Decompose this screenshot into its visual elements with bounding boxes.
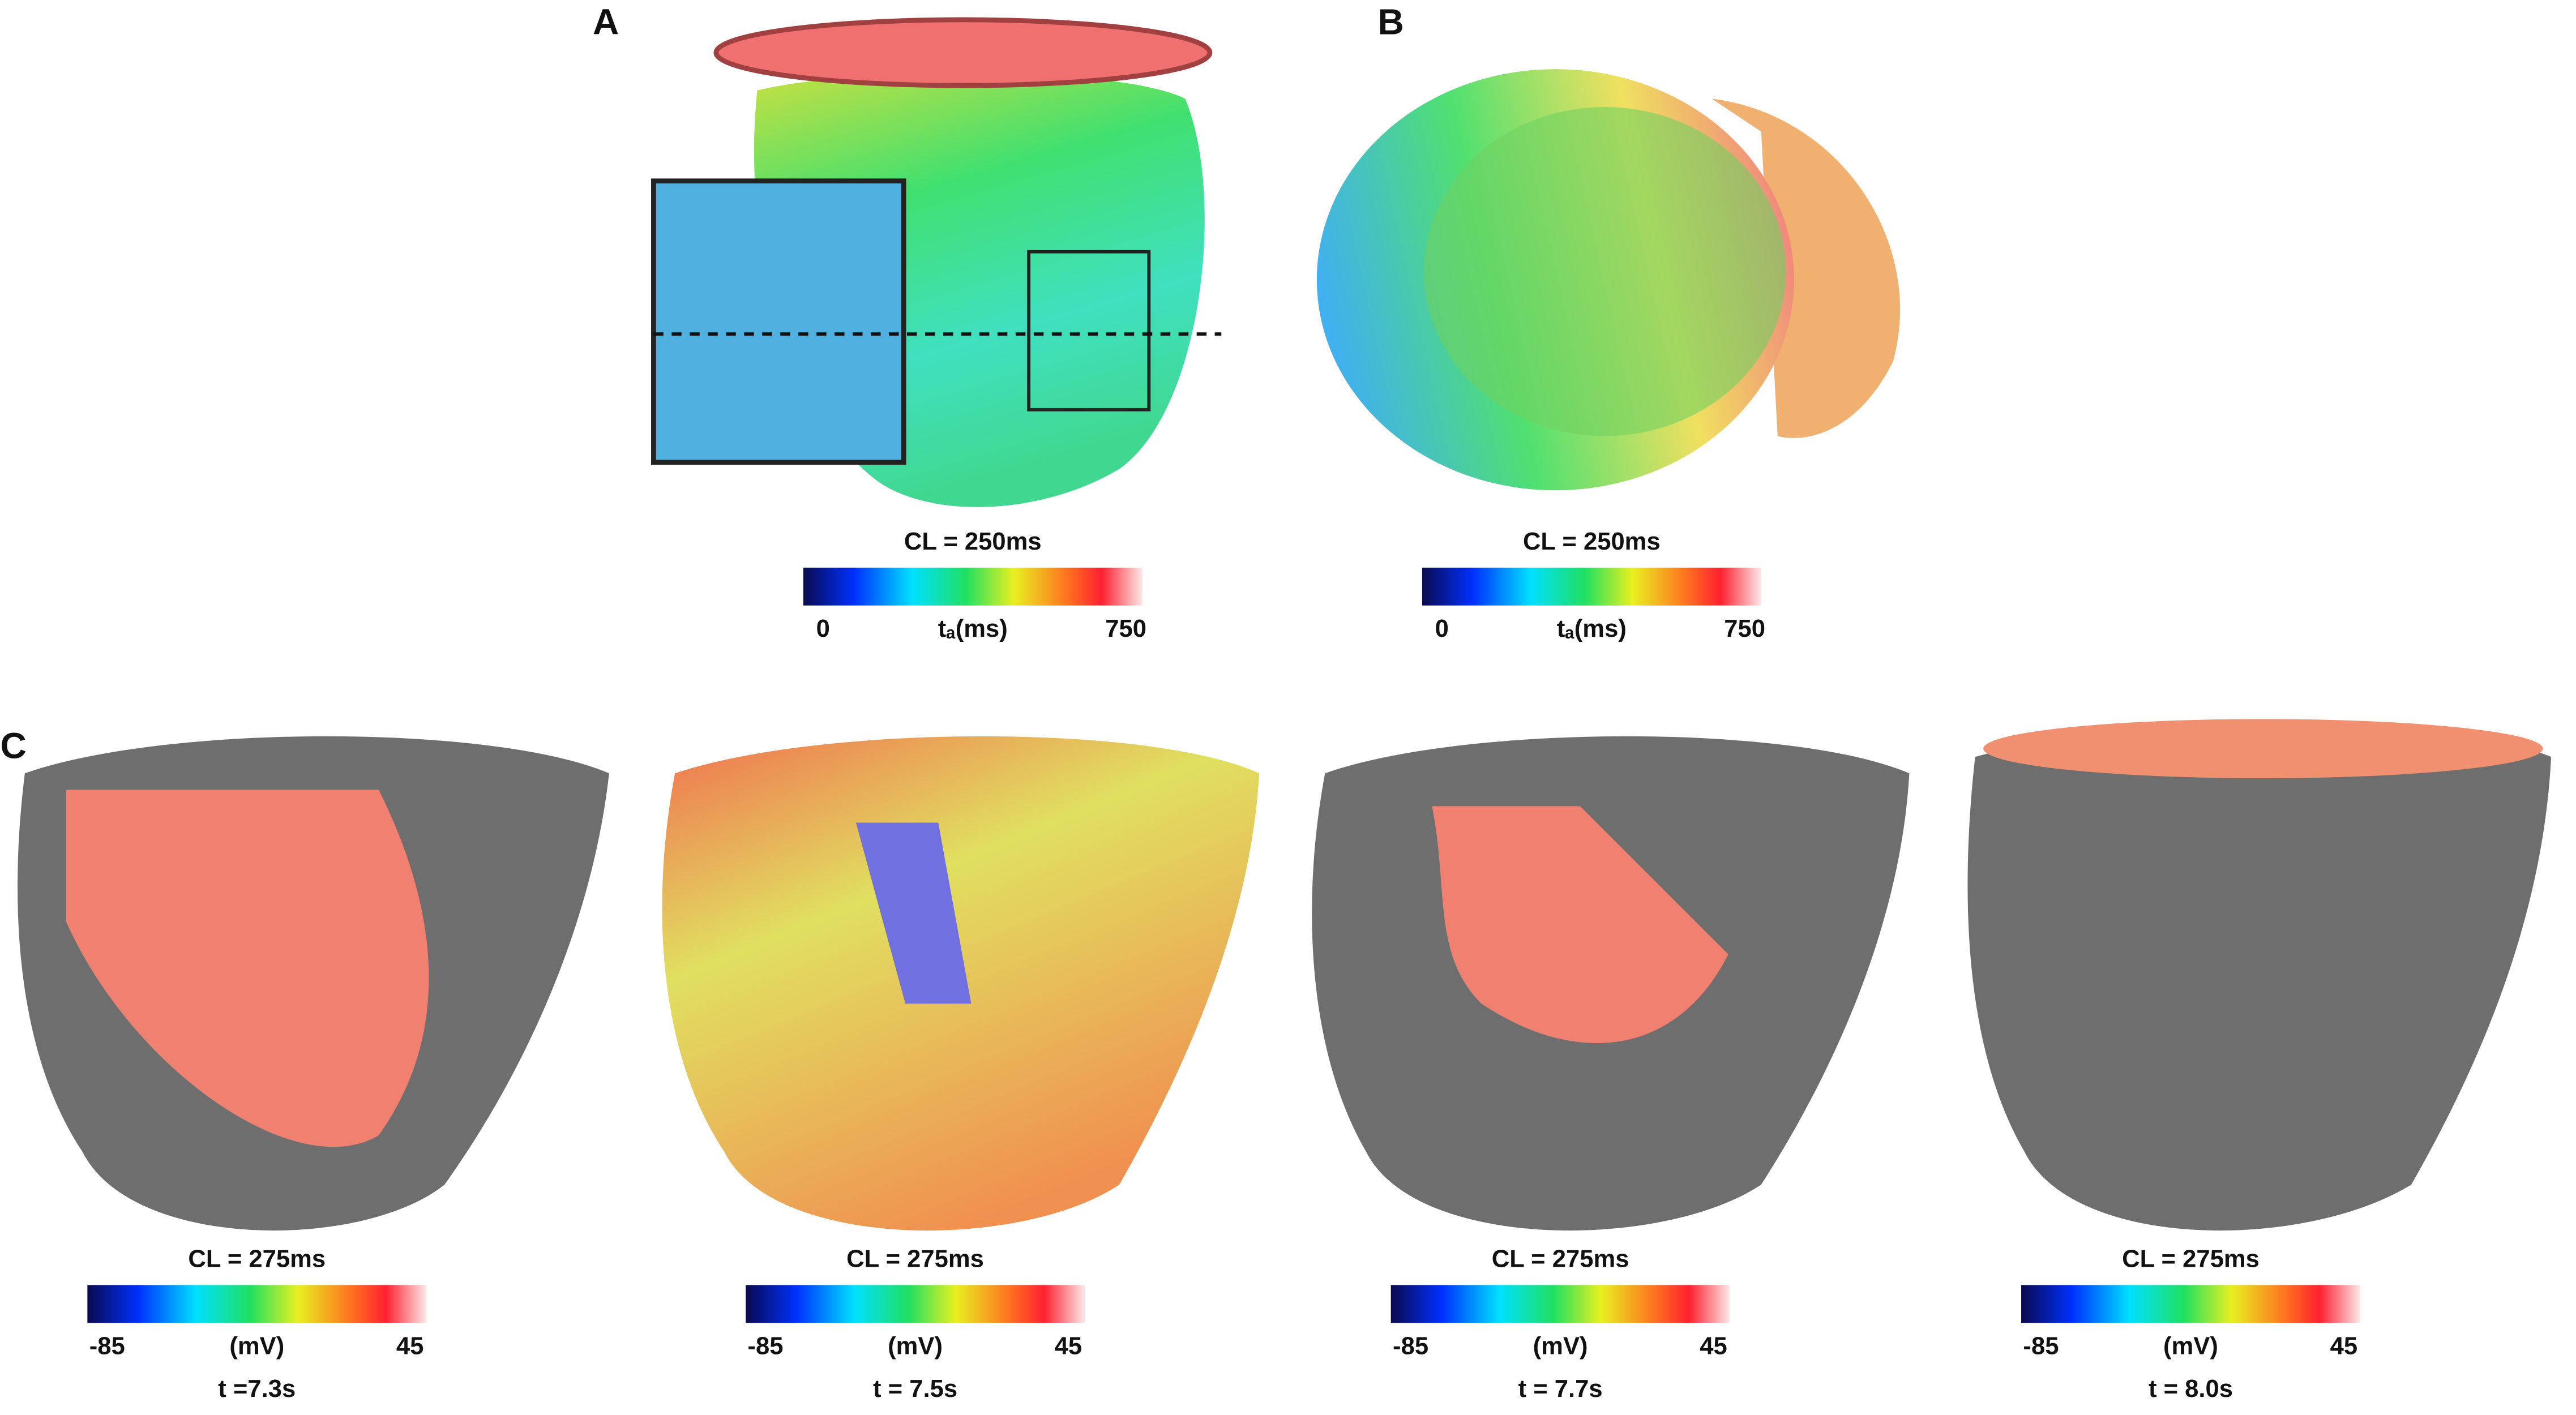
colorbar	[2021, 1285, 2360, 1323]
heart-c1	[18, 736, 609, 1231]
colorbar	[1422, 567, 1761, 606]
panel-label: C	[0, 726, 26, 766]
time-label: t = 7.5s	[873, 1375, 957, 1403]
panel-label: A	[593, 1, 619, 42]
time-label: t = 7.7s	[1518, 1375, 1603, 1403]
colorbar-max: 45	[2330, 1332, 2357, 1360]
colorbar-min: -85	[2023, 1332, 2059, 1360]
colorbar	[87, 1285, 427, 1323]
colorbar-min: 0	[1435, 615, 1449, 642]
heart-c4	[1967, 719, 2552, 1231]
colorbar-unit: tₐ(ms)	[1557, 615, 1627, 642]
colorbar-unit: (mV)	[888, 1332, 943, 1360]
time-label: t =7.3s	[218, 1375, 296, 1403]
colorbar-unit: tₐ(ms)	[938, 615, 1008, 642]
colorbar-unit: (mV)	[2163, 1332, 2218, 1360]
colorbar-min: -85	[1393, 1332, 1428, 1360]
colorbar-title: CL = 275ms	[846, 1245, 984, 1272]
colorbar-title: CL = 250ms	[904, 528, 1042, 555]
colorbar-title: CL = 275ms	[2122, 1245, 2260, 1272]
colorbar-title: CL = 250ms	[1523, 528, 1661, 555]
colorbar-min: -85	[748, 1332, 784, 1360]
colorbar-min: -85	[89, 1332, 125, 1360]
colorbar	[1390, 1285, 1730, 1323]
colorbar	[803, 567, 1142, 606]
heart-b	[1316, 69, 1901, 491]
colorbar-unit: (mV)	[229, 1332, 284, 1360]
colorbar-max: 45	[396, 1332, 424, 1360]
colorbar-unit: (mV)	[1533, 1332, 1588, 1360]
panel-label: B	[1378, 1, 1404, 42]
colorbar-max: 45	[1700, 1332, 1727, 1360]
heart-c2	[662, 736, 1260, 1231]
colorbar-max: 750	[1724, 615, 1765, 642]
colorbar-title: CL = 275ms	[1492, 1245, 1629, 1272]
colorbars: CL = 250ms 0 tₐ(ms) 750 CL = 250ms 0 tₐ(ms) 750…	[87, 528, 2360, 1403]
colorbar-max: 45	[1055, 1332, 1082, 1360]
heart-a	[651, 17, 1222, 507]
colorbar-title: CL = 275ms	[188, 1245, 326, 1272]
heart-c3	[1312, 736, 1910, 1231]
colorbar	[746, 1285, 1085, 1323]
time-label: t = 8.0s	[2149, 1375, 2233, 1403]
colorbar-min: 0	[816, 615, 830, 642]
colorbar-max: 750	[1105, 615, 1146, 642]
